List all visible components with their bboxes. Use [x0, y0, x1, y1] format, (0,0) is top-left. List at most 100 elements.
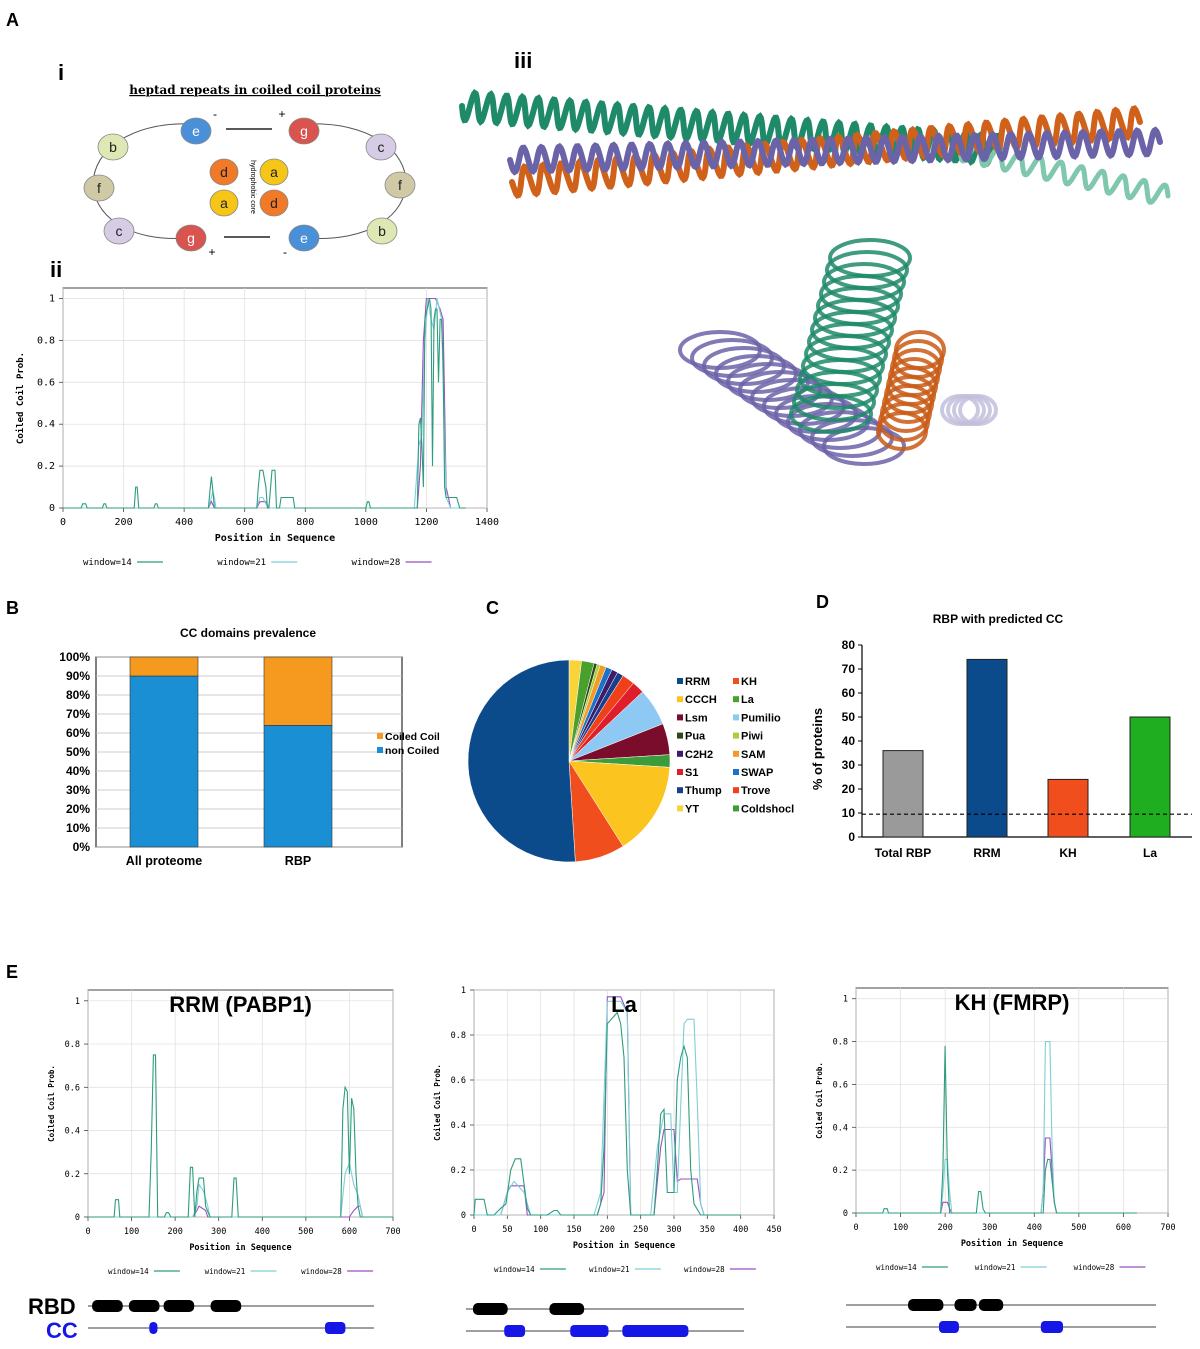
cc-domain: [504, 1325, 526, 1337]
cc-domain: [1040, 1321, 1063, 1333]
legend-label: SAM: [741, 749, 765, 761]
category-label: Total RBP: [875, 846, 931, 860]
x-tick-label: 250: [633, 1225, 648, 1235]
heptad-residue-f: [384, 171, 416, 199]
y-tick-label: 70: [842, 662, 856, 676]
cc-domain: [622, 1325, 689, 1337]
legend-swatch: [377, 733, 383, 739]
heptad-residue-d: [209, 158, 239, 186]
chart-title: KH (FMRP): [955, 990, 1070, 1015]
category-label: RRM: [973, 846, 1000, 860]
heptad-residue-label: f: [97, 180, 101, 196]
legend-label: YT: [685, 803, 699, 815]
legend-swatch: [733, 805, 739, 812]
bar-total-rbp: [882, 750, 924, 838]
x-tick-label: 400: [733, 1225, 748, 1235]
x-tick-label: 1400: [475, 517, 499, 528]
x-tick-label: 800: [296, 517, 314, 528]
panel-label-c: C: [486, 598, 499, 618]
x-axis-label: Position in Sequence: [189, 1242, 291, 1253]
x-axis-label: Position in Sequence: [215, 532, 335, 544]
chart-title: RRM (PABP1): [169, 992, 312, 1017]
y-tick-label: 70%: [66, 707, 90, 721]
cc-domain: [570, 1325, 609, 1337]
heptad-residue-label: e: [192, 123, 200, 139]
legend-swatch: [733, 714, 739, 721]
coil-green: [795, 370, 879, 410]
coil-green: [789, 394, 873, 434]
sign-top-right: +: [278, 107, 285, 121]
x-tick-label: 400: [1027, 1223, 1042, 1233]
legend-label: C2H2: [685, 749, 713, 761]
legend-label: La: [741, 694, 755, 706]
y-tick-label: 30: [842, 758, 856, 772]
legend-label: RRM: [685, 676, 710, 688]
legend-label: SWAP: [741, 767, 773, 779]
y-axis-label: Coiled Coil Prob.: [47, 1065, 56, 1142]
y-tick-label: 0: [461, 1211, 466, 1221]
category-label: All proteome: [126, 854, 202, 868]
heptad-residue-label: d: [270, 195, 278, 211]
legend-swatch: [677, 696, 683, 703]
series-line-window-14: [473, 1011, 741, 1216]
coil-green: [792, 382, 876, 422]
bar-non-Coiled: [263, 725, 333, 848]
rbd-domain: [978, 1299, 1004, 1311]
panel-label-e: E: [6, 962, 18, 982]
chart-title: La: [611, 992, 637, 1017]
category-label: La: [1143, 846, 1157, 860]
y-tick-label: 0.2: [833, 1166, 848, 1176]
panel-label-iii: iii: [514, 48, 532, 73]
y-tick-label: 0.4: [37, 419, 55, 430]
legend-label: window=14: [494, 1265, 535, 1274]
y-tick-label: 10%: [66, 821, 90, 835]
y-tick-label: 100%: [59, 650, 90, 664]
x-tick-label: 400: [255, 1227, 270, 1237]
legend-label: Coldshocl: [741, 803, 794, 815]
x-tick-label: 0: [471, 1225, 476, 1235]
y-tick-label: 0: [75, 1213, 80, 1223]
legend-swatch: [733, 678, 739, 684]
legend-swatch: [677, 750, 683, 757]
bar-Coiled-Coil: [129, 656, 199, 677]
x-tick-label: 700: [1160, 1223, 1175, 1233]
x-tick-label: 350: [700, 1225, 715, 1235]
y-axis-label: Coiled Coil Prob.: [15, 352, 26, 444]
x-axis-label: Position in Sequence: [961, 1238, 1063, 1249]
legend-swatch: [733, 696, 739, 703]
x-tick-label: 150: [566, 1225, 581, 1235]
rbd-domain: [954, 1299, 977, 1311]
y-tick-label: 0.8: [65, 1040, 80, 1050]
x-tick-label: 500: [298, 1227, 313, 1237]
sign-bottom-left: +: [208, 245, 215, 259]
heptad-residue-label: c: [378, 139, 385, 155]
rbd-domain: [908, 1299, 944, 1311]
y-tick-label: 0.8: [37, 335, 55, 346]
legend-swatch: [733, 787, 739, 794]
y-tick-label: 0.6: [833, 1080, 848, 1090]
coil-purple: [822, 426, 906, 466]
legend-label: CCCH: [685, 694, 717, 706]
y-tick-label: 1: [461, 986, 466, 996]
x-tick-label: 600: [342, 1227, 357, 1237]
legend-label: window=14: [108, 1267, 149, 1276]
series-line-window-14: [856, 1045, 1137, 1214]
cc-prevalence-title: CC domains prevalence: [180, 626, 316, 640]
heptad-residue-label: f: [398, 177, 402, 193]
y-tick-label: 0.2: [451, 1166, 466, 1176]
legend-label: Thump: [685, 785, 722, 797]
x-tick-label: 450: [766, 1225, 781, 1235]
y-tick-label: 20: [842, 782, 856, 796]
x-tick-label: 200: [937, 1223, 952, 1233]
legend-label: window=28: [684, 1265, 725, 1274]
rbd-label: RBD: [28, 1294, 76, 1319]
legend-swatch: [677, 769, 683, 775]
x-axis-label: Position in Sequence: [573, 1240, 675, 1251]
legend-label: window=21: [975, 1263, 1016, 1272]
heptad-residue-label: a: [270, 164, 278, 180]
bar-kh: [1047, 778, 1089, 838]
x-tick-label: 1200: [414, 517, 438, 528]
y-tick-label: 0.6: [65, 1083, 80, 1093]
x-tick-label: 400: [175, 517, 193, 528]
